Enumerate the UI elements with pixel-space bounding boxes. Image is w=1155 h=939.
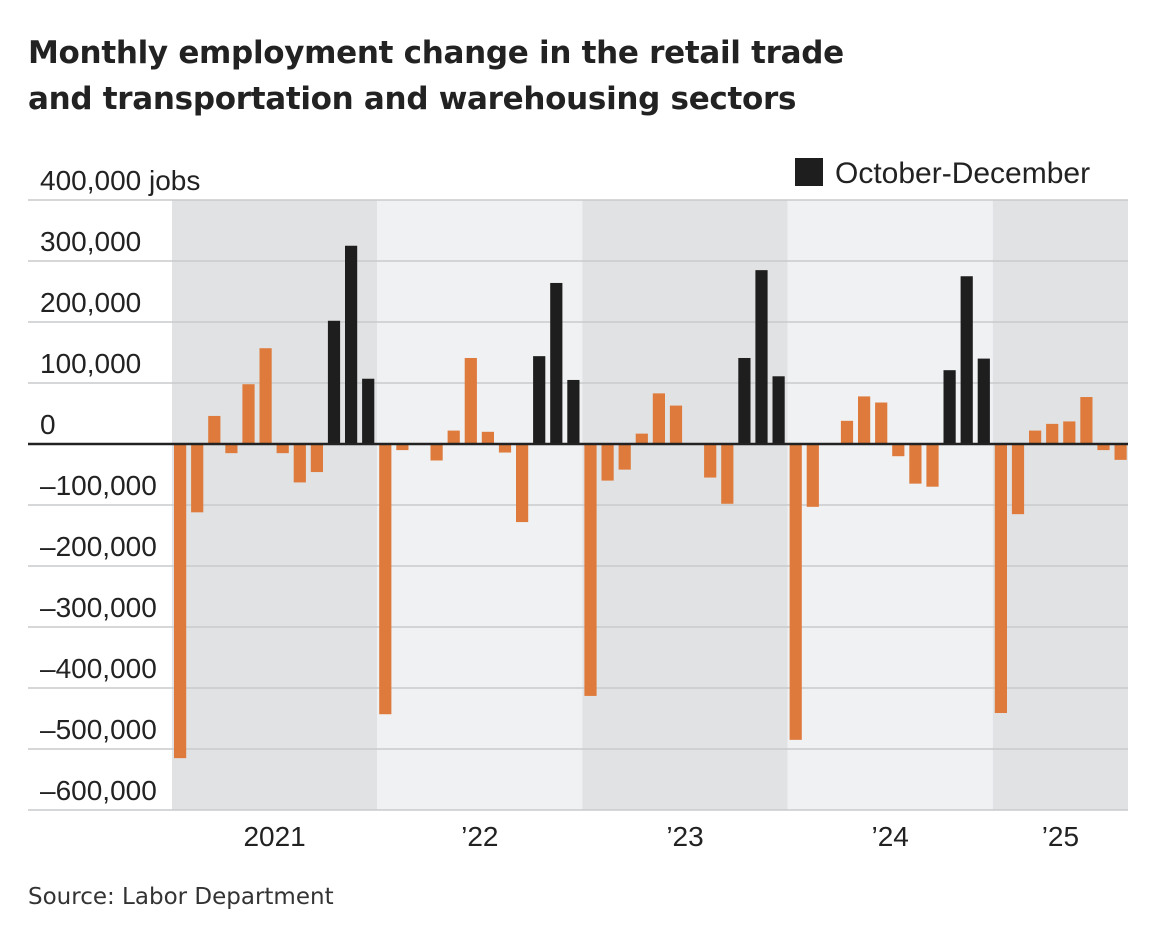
x-year-label: 2021 <box>243 821 305 852</box>
bar <box>1046 423 1059 444</box>
bar-highlight <box>362 378 375 444</box>
chart-title-line-2: and transportation and warehousing secto… <box>28 81 797 117</box>
bar <box>618 444 631 470</box>
bar <box>926 444 939 487</box>
bar-highlight <box>327 320 341 444</box>
bar-highlight <box>550 282 563 444</box>
bar <box>516 444 529 523</box>
bar <box>994 444 1007 714</box>
bar <box>447 430 460 444</box>
x-year-label: ’24 <box>872 821 909 852</box>
y-unit-label: jobs <box>141 165 200 196</box>
bar <box>704 444 717 478</box>
bar <box>191 444 204 513</box>
bar <box>310 444 323 473</box>
x-year-label: ’22 <box>461 821 498 852</box>
y-tick-label: –600,000 <box>40 775 157 806</box>
bar <box>892 444 905 457</box>
bar <box>806 444 819 507</box>
legend-swatch <box>795 158 823 186</box>
bar <box>840 420 854 444</box>
bar-highlight <box>345 245 358 444</box>
bar <box>276 444 289 454</box>
bar <box>259 348 272 444</box>
bar <box>721 444 734 504</box>
bar-highlight <box>943 370 956 444</box>
bar-highlight <box>738 357 751 444</box>
bar <box>430 444 443 461</box>
bar <box>584 444 597 696</box>
y-tick-label: 0 <box>40 409 56 440</box>
bar <box>1080 397 1093 444</box>
y-tick-label: 400,000 jobs <box>40 165 200 196</box>
y-tick-label: –200,000 <box>40 531 157 562</box>
y-tick-label: 300,000 <box>40 226 141 257</box>
bar <box>1011 444 1025 515</box>
bar <box>652 393 665 444</box>
bar <box>635 433 648 444</box>
bar <box>909 444 922 484</box>
bar <box>1063 421 1076 444</box>
bar <box>379 444 392 715</box>
chart-title-line-1: Monthly employment change in the retail … <box>28 35 844 71</box>
bar <box>789 444 802 740</box>
y-tick-label: –400,000 <box>40 653 157 684</box>
bar-highlight <box>533 356 546 444</box>
bar <box>396 444 409 451</box>
bar-highlight <box>567 379 580 444</box>
bar <box>875 402 888 444</box>
bar <box>1114 444 1127 460</box>
y-tick-label: –300,000 <box>40 592 157 623</box>
bar <box>242 384 255 444</box>
x-year-label: ’23 <box>666 821 703 852</box>
bar-highlight <box>755 270 768 444</box>
bar <box>293 444 306 483</box>
bar <box>208 415 221 444</box>
legend-label: October-December <box>835 157 1090 190</box>
bar <box>858 396 871 444</box>
bar <box>464 357 477 444</box>
bar <box>601 444 614 481</box>
bar-highlight <box>772 376 785 444</box>
source-note: Source: Labor Department <box>28 884 334 910</box>
y-tick-label: 200,000 <box>40 287 141 318</box>
bar <box>1029 430 1042 444</box>
bar <box>498 444 512 453</box>
y-tick-label: –100,000 <box>40 470 157 501</box>
bar <box>481 431 494 444</box>
y-tick-label: –500,000 <box>40 714 157 745</box>
bar <box>669 405 683 444</box>
bar <box>174 444 187 759</box>
bar <box>225 444 238 454</box>
bar-highlight <box>960 276 973 444</box>
bar <box>1097 444 1110 451</box>
y-tick-label: 100,000 <box>40 348 141 379</box>
bar-highlight <box>977 358 990 444</box>
chart-title: Monthly employment change in the retail … <box>28 30 1128 122</box>
x-year-label: ’25 <box>1042 821 1079 852</box>
